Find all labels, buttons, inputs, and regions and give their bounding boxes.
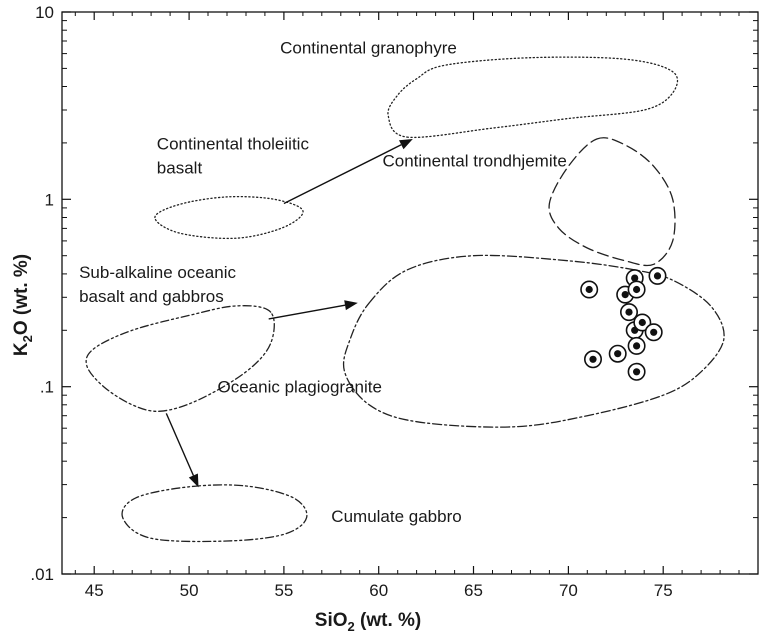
x-tick-label: 55 <box>274 581 293 600</box>
sample-point <box>644 323 663 342</box>
field-outline <box>85 305 275 412</box>
field-label: Sub-alkaline oceanic basalt and gabbros <box>79 263 236 306</box>
field-outline <box>548 137 676 267</box>
y-tick-label: .01 <box>30 565 54 584</box>
sample-point-dot <box>621 291 629 299</box>
sample-point-dot <box>633 342 641 350</box>
x-axis-title-main: SiO <box>315 610 348 631</box>
x-axis-title-rest: (wt. %) <box>355 610 422 631</box>
x-tick-label: 60 <box>369 581 388 600</box>
sample-point-dot <box>631 274 639 282</box>
sample-point <box>608 344 627 363</box>
y-axis-title-sub: 2 <box>20 335 35 342</box>
sample-point-dot <box>625 308 633 316</box>
x-axis-title-sub: 2 <box>348 619 355 632</box>
field-label-line: Continental tholeiitic <box>157 134 310 153</box>
y-tick-label: .1 <box>40 378 54 397</box>
sample-point-dot <box>633 285 641 294</box>
x-axis-title: SiO2 (wt. %) <box>315 610 421 632</box>
field-label-line: basalt <box>157 158 203 177</box>
x-tick-label: 50 <box>180 581 199 600</box>
field-label: Cumulate gabbro <box>331 507 461 526</box>
arrow-head <box>344 300 358 311</box>
y-tick-label: 1 <box>45 190 54 209</box>
field-outline <box>342 254 725 428</box>
field-outline <box>154 195 304 240</box>
y-axis-title: K2O (wt. %) <box>11 254 35 356</box>
sample-point <box>633 313 652 332</box>
field-label: Continental tholeiitic basalt <box>157 134 310 177</box>
arrow-head <box>399 139 413 150</box>
axes-layer: 45 50 55 60 65 70 75 .01 .1 1 10 <box>30 3 759 600</box>
arrows-layer <box>165 139 413 488</box>
sample-point-dot <box>638 318 646 327</box>
sample-point <box>580 280 599 299</box>
sample-point-dot <box>633 368 641 376</box>
arrow-line <box>268 304 346 320</box>
x-tick-label: 45 <box>85 581 104 600</box>
plot-frame <box>61 11 759 575</box>
arrow-head <box>188 473 199 488</box>
field-label-line: Sub-alkaline oceanic <box>79 263 236 282</box>
sample-point-dot <box>585 285 593 294</box>
sample-point <box>619 303 638 322</box>
y-tick-label: 10 <box>35 3 54 22</box>
arrow-line <box>283 144 402 205</box>
x-tick-label: 75 <box>654 581 673 600</box>
sample-point <box>627 280 646 299</box>
sample-point-dot <box>614 350 622 358</box>
x-tick-label: 65 <box>464 581 483 600</box>
sample-point <box>627 362 646 381</box>
sample-point-dot <box>589 355 597 363</box>
points-layer <box>580 266 667 381</box>
field-outline <box>121 484 308 543</box>
x-tick-label: 70 <box>559 581 578 600</box>
sample-point-dot <box>650 328 658 336</box>
sample-point <box>627 336 646 355</box>
field-label: Continental granophyre <box>280 39 457 58</box>
arrow-line <box>165 413 195 476</box>
field-label-line: basalt and gabbros <box>79 287 224 306</box>
y-axis-title-rest: O (wt. %) <box>11 254 32 335</box>
field-label: Continental trondhjemite <box>383 151 567 170</box>
sample-point <box>648 266 667 285</box>
sample-point <box>583 350 602 369</box>
field-label: Oceanic plagiogranite <box>218 378 382 397</box>
field-outline <box>387 56 679 139</box>
sample-point-dot <box>653 272 662 280</box>
y-axis-title-main: K <box>11 342 32 356</box>
field-labels-layer: Continental granophyre Continental tholei… <box>79 39 567 526</box>
fields-layer <box>85 56 725 543</box>
